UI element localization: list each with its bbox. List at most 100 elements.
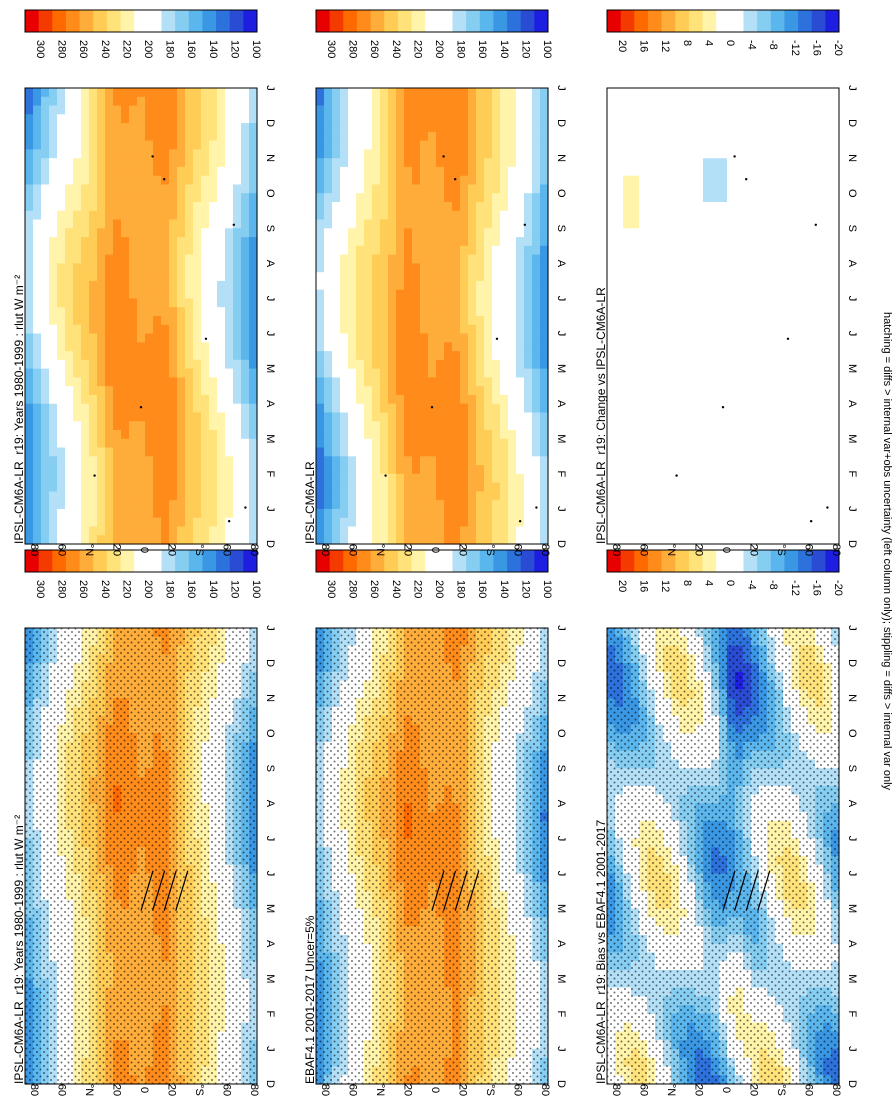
month-tick-label: M	[555, 974, 567, 983]
month-tick-label: M	[264, 904, 276, 913]
heatmap-cell	[41, 517, 50, 528]
heatmap-cell	[49, 473, 58, 484]
heatmap-cell	[49, 394, 58, 405]
heatmap-cell	[57, 105, 66, 115]
heatmap-cell	[41, 324, 50, 335]
heatmap-cell	[49, 386, 58, 396]
heatmap-cell	[65, 114, 74, 124]
hatch-line	[466, 870, 480, 911]
lat-tick-label: 20	[166, 1084, 178, 1096]
colorbar-swatch	[743, 550, 758, 572]
heatmap-cell	[25, 131, 34, 142]
lat-tick-label: 20	[693, 1084, 705, 1096]
colorbar-swatch	[784, 550, 799, 572]
lat-tick-label: 80	[319, 1084, 331, 1096]
heatmap-cell	[25, 342, 34, 352]
colorbar-swatch	[702, 550, 717, 572]
month-tick-label: D	[846, 1080, 858, 1088]
heatmap-cell	[57, 482, 66, 492]
month-tick-label: J	[846, 836, 858, 842]
lat-tick-label: 80	[248, 1084, 260, 1096]
heatmap-cell	[49, 500, 58, 510]
heatmap-cell	[57, 298, 66, 308]
heatmap-cell	[57, 324, 66, 335]
colorbar-swatch	[356, 550, 372, 572]
heatmap-cell	[41, 166, 50, 177]
colorbar-swatch	[65, 550, 81, 572]
heatmap-cell	[65, 333, 74, 343]
colorbar-tick-label: 120	[228, 580, 240, 598]
heatmap-cell	[25, 394, 34, 405]
heatmap-cell	[25, 289, 34, 300]
colorbar-tick-label: 4	[702, 580, 714, 586]
colorbar-tick-label: 20	[616, 580, 628, 592]
heatmap-cell	[49, 166, 58, 177]
panel-title: IPSL-CM6A-LR_r19: Years 1980-1999 : rlut…	[12, 815, 26, 1084]
lat-tick-label: 80	[28, 1084, 40, 1096]
heatmap-cell	[33, 535, 42, 545]
heatmap-cell	[65, 193, 74, 203]
heatmap-cell	[33, 149, 42, 159]
heatmap-cell	[33, 412, 42, 422]
heatmap-cell	[57, 289, 66, 300]
heatmap-cell	[49, 482, 58, 492]
heatmap-cell	[57, 412, 66, 422]
heatmap-cell	[33, 491, 42, 501]
heatmap-cell	[33, 447, 42, 457]
heatmap-cell	[57, 149, 66, 159]
colorbar-tick-label: -8	[767, 580, 779, 590]
heatmap-cell	[33, 482, 42, 492]
heatmap-cell	[41, 210, 50, 221]
heatmap-cell	[41, 131, 50, 142]
colorbar-swatch	[79, 550, 94, 572]
colorbar-tick-label: 160	[185, 580, 197, 598]
month-tick-label: M	[846, 904, 858, 913]
heatmap-cell	[41, 368, 50, 378]
colorbar-tick-label: 16	[638, 580, 650, 592]
colorbar-swatch	[370, 550, 385, 572]
heatmap-cell	[49, 430, 58, 440]
heatmap-cell	[65, 88, 74, 98]
colorbar-swatch	[25, 550, 40, 572]
heatmap-cell	[25, 254, 34, 264]
heatmap-cell	[41, 394, 50, 405]
heatmap-cell	[41, 193, 50, 203]
month-tick-label: A	[264, 800, 276, 808]
heatmap-cell	[57, 342, 66, 352]
colorbar-tick-label: 260	[368, 580, 380, 598]
heatmap-cell	[41, 280, 50, 291]
month-tick-label: J	[846, 625, 858, 631]
heatmap-cell	[25, 412, 34, 422]
heatmap-cell	[25, 123, 34, 133]
heatmap-cell	[33, 421, 42, 431]
heatmap-cell	[49, 333, 58, 343]
heatmap-cell	[33, 289, 42, 300]
heatmap-cell	[41, 228, 50, 238]
month-tick-label: N	[264, 694, 276, 702]
month-tick-label: O	[555, 729, 567, 738]
heatmap-cell	[25, 263, 34, 273]
colorbar-swatch	[620, 550, 635, 572]
heatmap-cell	[41, 149, 50, 159]
colorbar-tick-label: -16	[810, 580, 822, 596]
heatmap-cell	[57, 114, 66, 124]
colorbar-swatch	[202, 550, 217, 572]
heatmap-cell	[25, 166, 34, 177]
colorbar-swatch	[493, 550, 508, 572]
lat-tick-label: 80	[539, 1084, 551, 1096]
heatmap-cell	[57, 377, 66, 387]
colorbar-swatch	[466, 550, 481, 572]
heatmap-cell	[33, 508, 42, 519]
month-tick-label: D	[264, 1080, 276, 1088]
lat-tick-label: 0	[429, 1087, 441, 1093]
heatmap-cell	[25, 491, 34, 501]
month-tick-label: S	[264, 765, 276, 772]
heatmap-cell	[33, 394, 42, 405]
heatmap-cell	[49, 114, 58, 124]
heatmap-cell	[57, 272, 66, 282]
colorbar-tick-label: 300	[325, 580, 337, 598]
heatmap-cell	[33, 202, 42, 212]
heatmap-cell	[33, 158, 42, 168]
heatmap-cell	[25, 202, 34, 212]
heatmap-cell	[25, 526, 34, 536]
